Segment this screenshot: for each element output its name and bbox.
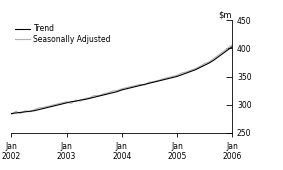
Text: $m: $m — [218, 10, 232, 19]
Legend: Trend, Seasonally Adjusted: Trend, Seasonally Adjusted — [15, 24, 111, 44]
